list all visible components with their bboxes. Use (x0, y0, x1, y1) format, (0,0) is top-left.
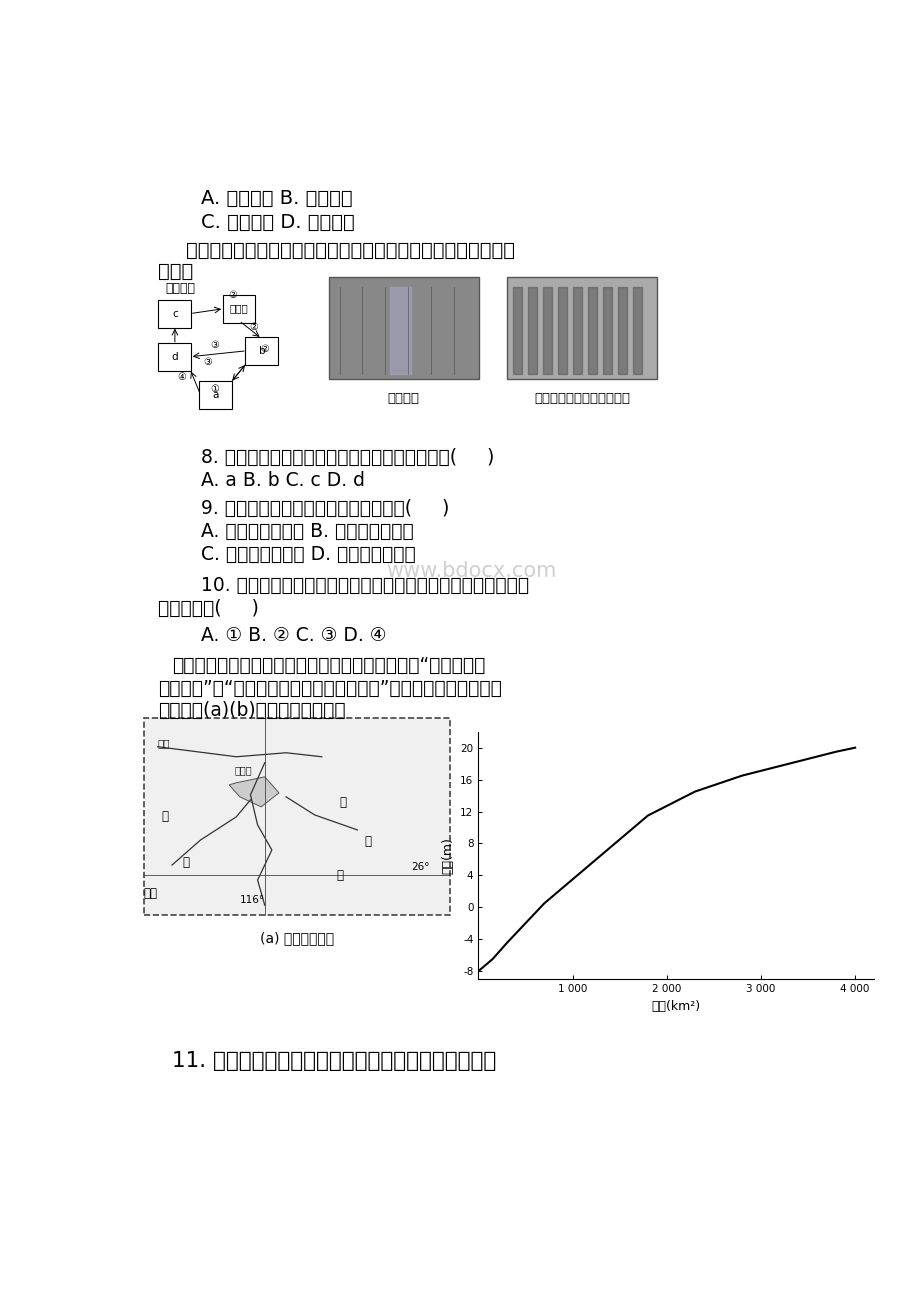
Text: ③: ③ (203, 357, 212, 367)
FancyBboxPatch shape (158, 342, 191, 371)
Text: (a) 鄂阳湖水系图: (a) 鄂阳湖水系图 (259, 931, 334, 945)
Bar (329, 276, 478, 379)
Text: c: c (172, 309, 177, 319)
Text: 26°: 26° (411, 862, 429, 872)
Text: 成过程的是(     ): 成过程的是( ) (158, 599, 258, 618)
FancyBboxPatch shape (143, 717, 449, 915)
FancyBboxPatch shape (222, 294, 255, 323)
Text: 8. 在岩石圈物质循环示意图中，表示沉积岩的是(     ): 8. 在岩石圈物质循环示意图中，表示沉积岩的是( ) (200, 448, 494, 466)
Text: 山: 山 (335, 868, 343, 881)
FancyBboxPatch shape (158, 299, 191, 328)
Text: 夷: 夷 (364, 836, 371, 849)
Text: ③: ③ (210, 340, 219, 350)
Text: 长江: 长江 (158, 738, 170, 747)
Text: ①: ① (210, 384, 219, 393)
Text: 并读下图(a)(b)，完成下列各题。: 并读下图(a)(b)，完成下列各题。 (158, 702, 345, 720)
Text: 江: 江 (183, 855, 189, 868)
Text: 沉积物: 沉积物 (230, 303, 248, 314)
Text: 10. 在岩石圈物质循环示意图中，表示六合桂子山石柱林岩石形: 10. 在岩石圈物质循环示意图中，表示六合桂子山石柱林岩石形 (200, 575, 528, 595)
Text: 鄂阳湖: 鄂阳湖 (233, 764, 252, 775)
Text: A. 东北信风 B. 盛行西风: A. 东北信风 B. 盛行西风 (200, 189, 352, 208)
Text: 9. 形成乌江峡谷地貌的主要外力作用是(     ): 9. 形成乌江峡谷地貌的主要外力作用是( ) (200, 499, 448, 518)
Text: 11. 在正常年份，鄂阳湖水位开始进入丰水期的月份是: 11. 在正常年份，鄂阳湖水位开始进入丰水期的月份是 (172, 1051, 495, 1070)
Text: b: b (258, 346, 265, 355)
Text: ②: ② (260, 344, 269, 354)
Text: ④: ④ (176, 372, 186, 381)
Text: C. 东南信风 D. 东南季风: C. 东南信风 D. 东南季风 (200, 214, 354, 232)
Text: 乌江峡谷: 乌江峡谷 (387, 392, 419, 405)
Text: 赣: 赣 (161, 810, 168, 823)
Text: 鄂阳湖丰水期和枯水期之间面积变化很大，呼现出“高水是湖，: 鄂阳湖丰水期和枯水期之间面积变化很大，呼现出“高水是湖， (172, 656, 485, 674)
Bar (506, 276, 656, 379)
Text: 南岭: 南岭 (143, 887, 157, 900)
FancyBboxPatch shape (199, 380, 232, 409)
Text: www.bdocx.com: www.bdocx.com (386, 561, 556, 581)
Text: ②: ② (249, 322, 258, 332)
Text: A. a B. b C. c D. d: A. a B. b C. c D. d (200, 470, 364, 490)
Text: 六合桂子山石柱林（火山）: 六合桂子山石柱林（火山） (533, 392, 630, 405)
Text: 岩成结圈: 岩成结圈 (165, 283, 195, 296)
Text: 小题。: 小题。 (158, 262, 193, 281)
Text: d: d (171, 352, 178, 362)
Text: 武: 武 (339, 797, 346, 810)
Y-axis label: 海拔(m): 海拔(m) (441, 837, 454, 874)
X-axis label: 面积(km²): 面积(km²) (651, 1000, 700, 1013)
Text: 下面为岩石圈物质循环示意图及两幅地貌景观图。读图完成下面: 下面为岩石圈物质循环示意图及两幅地貌景观图。读图完成下面 (186, 241, 515, 260)
Text: A. 流水的侵蚀作用 B. 流水的堆积作用: A. 流水的侵蚀作用 B. 流水的堆积作用 (200, 522, 413, 540)
Text: 116°: 116° (240, 894, 265, 905)
Text: 低水似河”、“夏秋一水连天，冬春荒滩无边”的独特自然景观。据此: 低水似河”、“夏秋一水连天，冬春荒滩无边”的独特自然景观。据此 (158, 680, 501, 698)
Text: A. ① B. ② C. ③ D. ④: A. ① B. ② C. ③ D. ④ (200, 626, 386, 644)
Text: ②: ② (228, 289, 237, 299)
Text: C. 风力的侵蚀作用 D. 波浪的侵蚀作用: C. 风力的侵蚀作用 D. 波浪的侵蚀作用 (200, 544, 414, 564)
Text: (b) 鄂阳湖水位与面积变化(m)关系: (b) 鄂阳湖水位与面积变化(m)关系 (567, 927, 709, 940)
Polygon shape (229, 777, 278, 807)
Text: a: a (212, 389, 219, 400)
FancyBboxPatch shape (245, 337, 278, 365)
